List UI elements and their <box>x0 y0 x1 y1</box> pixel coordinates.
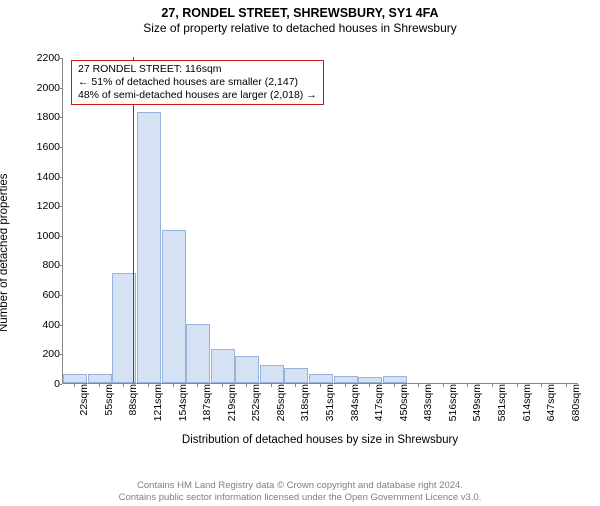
x-tick-label: 22sqm <box>78 384 90 416</box>
x-tick-label: 450sqm <box>398 384 410 421</box>
x-tick-label: 549sqm <box>471 384 483 421</box>
x-tick-label: 121sqm <box>152 384 164 421</box>
x-tick-label: 614sqm <box>521 384 533 421</box>
footer-attribution: Contains HM Land Registry data © Crown c… <box>0 480 600 504</box>
histogram-bar <box>211 349 235 383</box>
y-tick-label: 400 <box>34 319 60 331</box>
y-tick-label: 2000 <box>34 82 60 94</box>
histogram-bar <box>162 230 186 383</box>
histogram-bar <box>383 376 407 383</box>
x-tick-label: 417sqm <box>373 384 385 421</box>
y-tick-label: 1000 <box>34 230 60 242</box>
y-tick-label: 1600 <box>34 141 60 153</box>
x-tick-label: 680sqm <box>570 384 582 421</box>
x-tick-label: 647sqm <box>545 384 557 421</box>
x-tick-label: 285sqm <box>275 384 287 421</box>
page-title: 27, RONDEL STREET, SHREWSBURY, SY1 4FA <box>0 6 600 20</box>
x-tick-label: 219sqm <box>226 384 238 421</box>
histogram-bar <box>63 374 87 383</box>
histogram-bar <box>260 365 284 383</box>
histogram-bar <box>284 368 308 383</box>
x-tick-label: 483sqm <box>422 384 434 421</box>
page-subtitle: Size of property relative to detached ho… <box>0 21 600 35</box>
property-marker-line <box>133 57 134 383</box>
annotation-line-2: ← 51% of detached houses are smaller (2,… <box>78 76 317 89</box>
histogram-bar <box>235 356 259 383</box>
x-tick-label: 55sqm <box>103 384 115 416</box>
x-tick-label: 154sqm <box>177 384 189 421</box>
footer-line-1: Contains HM Land Registry data © Crown c… <box>0 480 600 492</box>
y-tick-label: 0 <box>34 378 60 390</box>
histogram-bar <box>334 376 358 383</box>
annotation-line-1: 27 RONDEL STREET: 116sqm <box>78 63 317 76</box>
y-tick-label: 2200 <box>34 52 60 64</box>
chart-container: Number of detached properties 0 200 400 600… <box>0 52 600 452</box>
x-tick-label: 581sqm <box>496 384 508 421</box>
x-tick-label: 187sqm <box>201 384 213 421</box>
histogram-bar <box>137 112 161 383</box>
histogram-bars <box>63 58 578 383</box>
annotation-line-3: 48% of semi-detached houses are larger (… <box>78 89 317 102</box>
footer-line-2: Contains public sector information licen… <box>0 492 600 504</box>
histogram-bar <box>309 374 333 383</box>
x-tick-label: 252sqm <box>250 384 262 421</box>
y-tick-label: 1400 <box>34 171 60 183</box>
x-axis-label: Distribution of detached houses by size … <box>62 434 578 446</box>
plot-area: 27 RONDEL STREET: 116sqm ← 51% of detach… <box>62 58 578 384</box>
y-tick-label: 1200 <box>34 200 60 212</box>
x-tick-label: 318sqm <box>299 384 311 421</box>
histogram-bar <box>88 374 112 383</box>
histogram-bar <box>186 324 210 383</box>
y-tick-label: 200 <box>34 348 60 360</box>
x-tick-label: 516sqm <box>447 384 459 421</box>
y-axis-label: Number of detached properties <box>0 83 10 242</box>
y-tick-label: 800 <box>34 259 60 271</box>
y-tick-label: 1800 <box>34 111 60 123</box>
x-tick-label: 88sqm <box>127 384 139 416</box>
annotation-box: 27 RONDEL STREET: 116sqm ← 51% of detach… <box>71 60 324 105</box>
x-tick-label: 351sqm <box>324 384 336 421</box>
y-tick-label: 600 <box>34 289 60 301</box>
x-tick-label: 384sqm <box>349 384 361 421</box>
